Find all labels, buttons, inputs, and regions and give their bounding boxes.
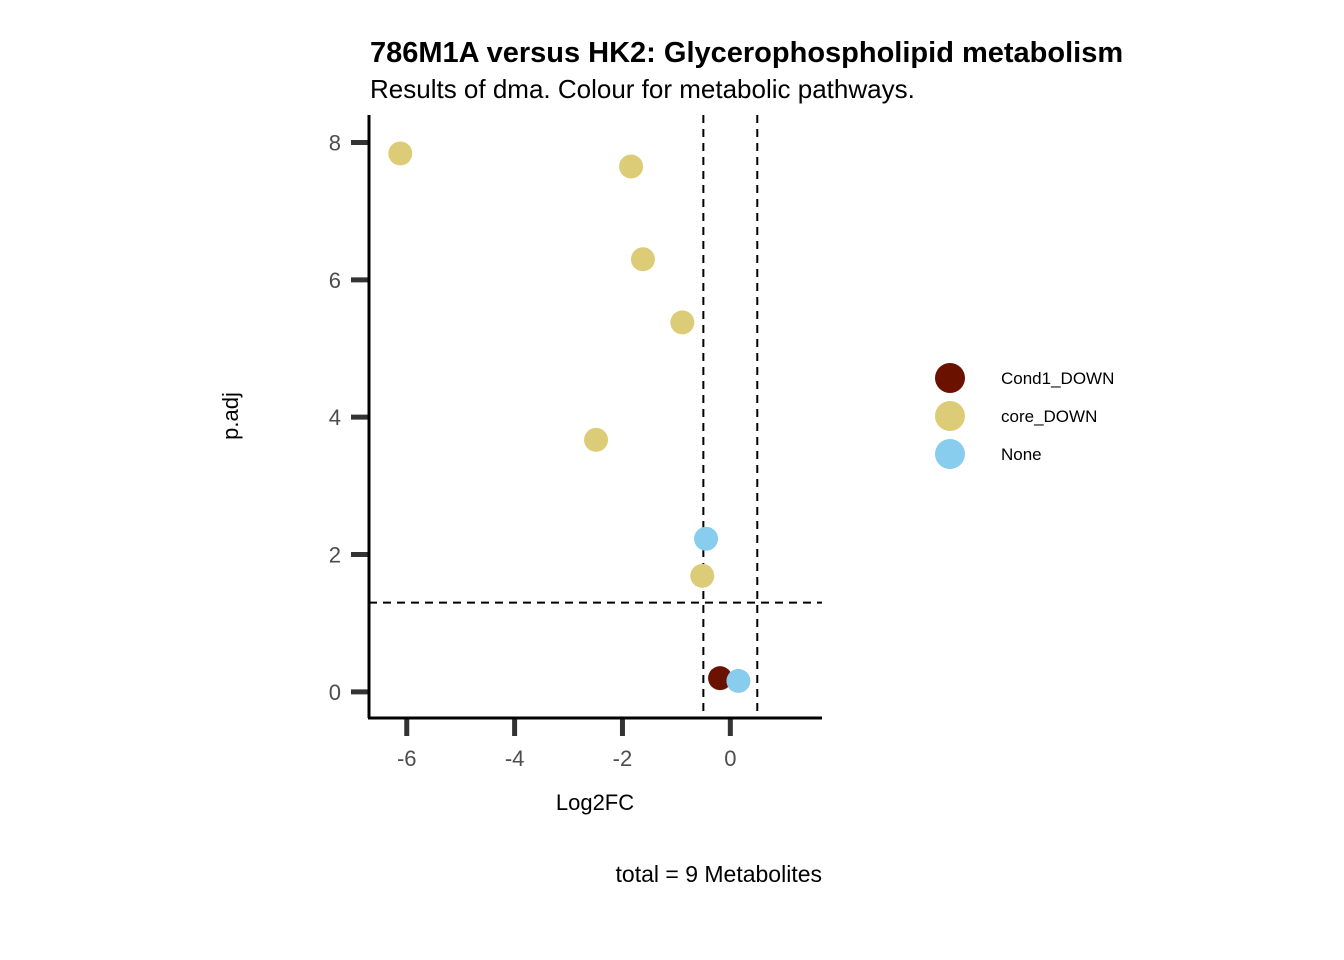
y-tick-label: 2 <box>329 543 341 568</box>
data-point-core_DOWN <box>670 310 695 335</box>
data-point-None <box>694 526 719 551</box>
data-point-core_DOWN <box>630 247 655 272</box>
legend-label: Cond1_DOWN <box>1001 369 1114 388</box>
legend-label: core_DOWN <box>1001 407 1097 426</box>
data-point-core_DOWN <box>388 141 413 166</box>
data-point-Cond1_DOWN <box>708 666 733 691</box>
legend-key <box>935 439 965 469</box>
x-tick-label: -4 <box>505 746 525 771</box>
data-point-core_DOWN <box>690 563 715 588</box>
y-tick-label: 4 <box>329 405 341 430</box>
chart-subtitle: Results of dma. Colour for metabolic pat… <box>370 74 915 104</box>
legend-key <box>935 401 965 431</box>
y-tick-label: 0 <box>329 680 341 705</box>
legend-key <box>935 363 965 393</box>
y-tick-label: 6 <box>329 268 341 293</box>
y-axis-label: p.adj <box>218 392 243 440</box>
legend: Cond1_DOWN core_DOWN None <box>935 363 1114 469</box>
data-point-core_DOWN <box>584 427 609 452</box>
x-tick-label: -2 <box>613 746 633 771</box>
chart-caption: total = 9 Metabolites <box>616 861 822 887</box>
y-tick-label: 8 <box>329 130 341 155</box>
x-axis-label: Log2FC <box>556 790 634 815</box>
data-point-None <box>726 668 751 693</box>
chart-title: 786M1A versus HK2: Glycerophospholipid m… <box>370 37 1123 69</box>
data-point-core_DOWN <box>619 154 644 179</box>
x-tick-label: 0 <box>724 746 736 771</box>
legend-label: None <box>1001 445 1042 464</box>
x-tick-label: -6 <box>397 746 417 771</box>
